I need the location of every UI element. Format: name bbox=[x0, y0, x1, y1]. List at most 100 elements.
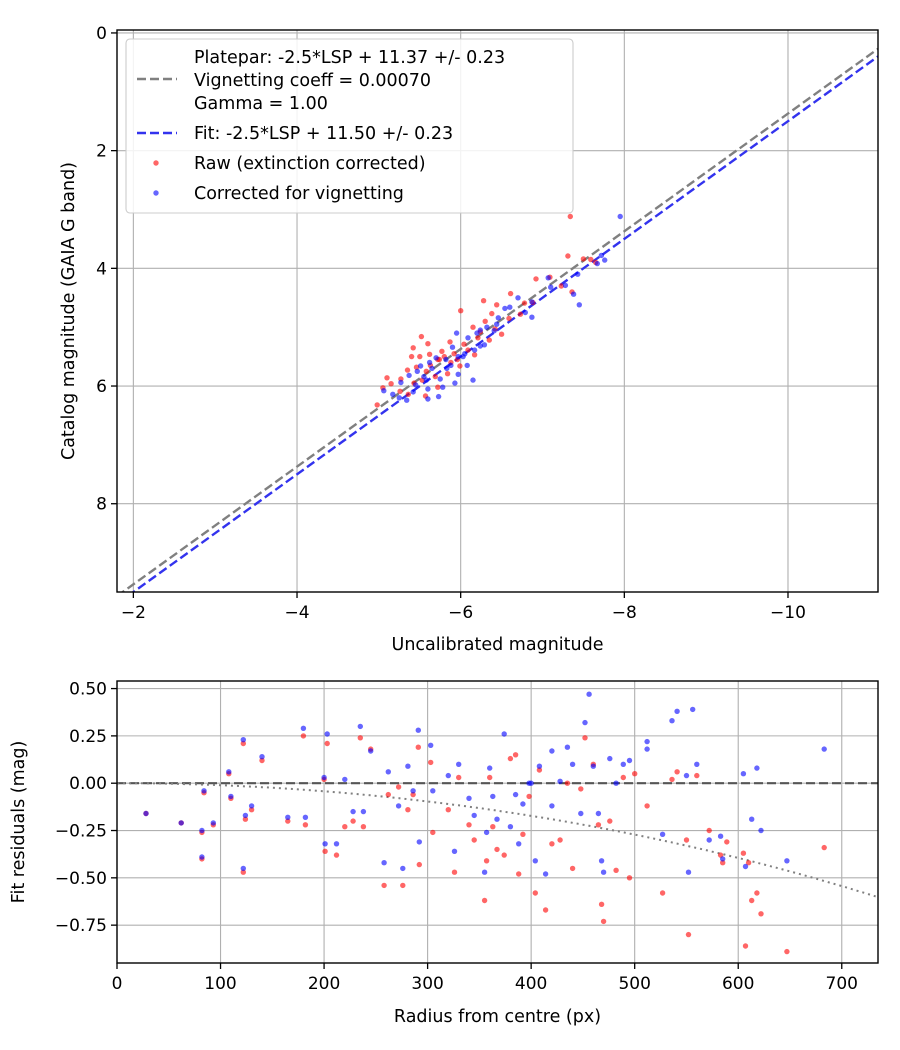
raw-residual-point bbox=[821, 844, 827, 851]
calibration-y-ticks: 0 2 4 6 8 bbox=[96, 24, 117, 515]
corrected-residual-point bbox=[415, 727, 421, 733]
corrected-residual-point bbox=[487, 765, 493, 771]
raw-point bbox=[507, 290, 514, 297]
raw-point bbox=[388, 381, 394, 387]
corrected-point bbox=[471, 347, 478, 353]
corrected-point bbox=[449, 344, 456, 350]
corrected-residual-point bbox=[201, 788, 207, 794]
corrected-point bbox=[453, 330, 460, 336]
corrected-residual-point bbox=[405, 763, 411, 769]
corrected-residual-point bbox=[557, 778, 563, 784]
raw-point bbox=[461, 341, 467, 347]
corrected-point bbox=[507, 304, 513, 310]
corrected-residual-point bbox=[690, 706, 696, 713]
raw-point bbox=[506, 315, 512, 322]
corrected-point bbox=[502, 305, 508, 312]
corrected-residual-point bbox=[321, 774, 327, 781]
residuals-y-tick-label: −0.50 bbox=[55, 869, 107, 889]
residuals-y-tick-label: 0.25 bbox=[69, 727, 107, 747]
raw-residual-point bbox=[405, 807, 411, 813]
corrected-residual-point bbox=[466, 795, 472, 801]
corrected-point bbox=[594, 260, 600, 267]
corrected-residual-point bbox=[758, 827, 764, 834]
raw-residual-point bbox=[451, 869, 458, 875]
raw-residual-point bbox=[395, 784, 402, 790]
corrected-residual-point bbox=[333, 841, 340, 847]
raw-residual-point bbox=[410, 791, 416, 798]
calibration-y-label: Catalog magnitude (GAIA G band) bbox=[59, 162, 79, 460]
corrected-residual-point bbox=[720, 856, 726, 862]
raw-residual-point bbox=[430, 829, 436, 836]
corrected-point bbox=[570, 291, 577, 297]
corrected-residual-point bbox=[685, 869, 692, 875]
corrected-residual-point bbox=[528, 780, 534, 786]
raw-point bbox=[425, 341, 431, 347]
corrected-residual-point bbox=[549, 803, 555, 809]
raw-residual-point bbox=[428, 759, 434, 766]
raw-residual-point bbox=[520, 831, 526, 837]
corrected-point bbox=[437, 376, 443, 382]
raw-residual-point bbox=[532, 890, 538, 896]
corrected-point bbox=[443, 356, 449, 363]
corrected-residual-point bbox=[644, 738, 650, 745]
raw-residual-point bbox=[620, 774, 626, 781]
calibration-x-tick-label: −8 bbox=[612, 603, 637, 623]
raw-point bbox=[465, 347, 471, 353]
residuals-x-tick-label: 300 bbox=[411, 974, 443, 994]
raw-residual-point bbox=[466, 822, 472, 828]
corrected-residual-point bbox=[749, 816, 755, 822]
raw-residual-point bbox=[669, 776, 675, 783]
raw-point bbox=[451, 351, 457, 357]
raw-point bbox=[384, 375, 390, 381]
corrected-point bbox=[455, 353, 461, 360]
raw-point bbox=[470, 324, 476, 330]
corrected-residual-point bbox=[569, 761, 576, 767]
raw-residual-point bbox=[481, 897, 488, 904]
raw-residual-point bbox=[557, 837, 563, 843]
raw-residual-point bbox=[526, 793, 532, 800]
corrected-point bbox=[433, 355, 439, 361]
corrected-point bbox=[444, 365, 450, 372]
raw-point bbox=[405, 391, 411, 397]
residuals-x-tick-label: 600 bbox=[722, 974, 754, 994]
corrected-residual-point bbox=[242, 812, 249, 819]
raw-point bbox=[489, 310, 495, 317]
corrected-point bbox=[413, 382, 419, 388]
calibration-x-label: Uncalibrated magnitude bbox=[392, 635, 604, 655]
corrected-residual-point bbox=[481, 869, 488, 875]
residuals-y-tick-label: −0.75 bbox=[55, 916, 107, 936]
legend: Platepar: -2.5*LSP + 11.37 +/- 0.23 Vign… bbox=[125, 38, 574, 214]
raw-point bbox=[457, 363, 463, 369]
residuals-y-label: Fit residuals (mag) bbox=[9, 741, 29, 904]
residuals-y-tick-label: 0.00 bbox=[69, 774, 107, 794]
corrected-point bbox=[575, 271, 581, 277]
legend-platepar-line2: Vignetting coeff = 0.00070 bbox=[194, 71, 431, 91]
corrected-residual-point bbox=[694, 761, 700, 767]
corrected-residual-point bbox=[564, 744, 571, 750]
residuals-y-tick-label: 0.50 bbox=[69, 680, 107, 700]
raw-residual-point bbox=[259, 757, 265, 764]
corrected-point bbox=[448, 362, 454, 369]
raw-point bbox=[471, 352, 478, 358]
fit-line bbox=[131, 55, 878, 592]
raw-point bbox=[565, 253, 571, 259]
corrected-residual-point bbox=[659, 831, 666, 837]
corrected-point bbox=[396, 395, 402, 401]
raw-residual-point bbox=[683, 837, 690, 843]
corrected-point bbox=[576, 302, 582, 308]
corrected-point bbox=[545, 275, 551, 281]
raw-point bbox=[588, 256, 594, 263]
raw-residual-point bbox=[240, 740, 246, 747]
corrected-residual-point bbox=[240, 737, 246, 743]
raw-residual-point bbox=[600, 918, 607, 925]
raw-residual-point bbox=[685, 931, 692, 938]
calibration-y-tick-label: 6 bbox=[96, 377, 107, 397]
raw-point bbox=[423, 368, 429, 374]
corrected-residual-point bbox=[542, 871, 549, 877]
raw-residual-point bbox=[607, 818, 613, 824]
raw-residual-point bbox=[300, 733, 307, 739]
raw-point bbox=[408, 353, 415, 360]
raw-residual-point bbox=[333, 852, 340, 858]
raw-residual-point bbox=[385, 791, 391, 798]
raw-residual-point bbox=[471, 837, 477, 843]
